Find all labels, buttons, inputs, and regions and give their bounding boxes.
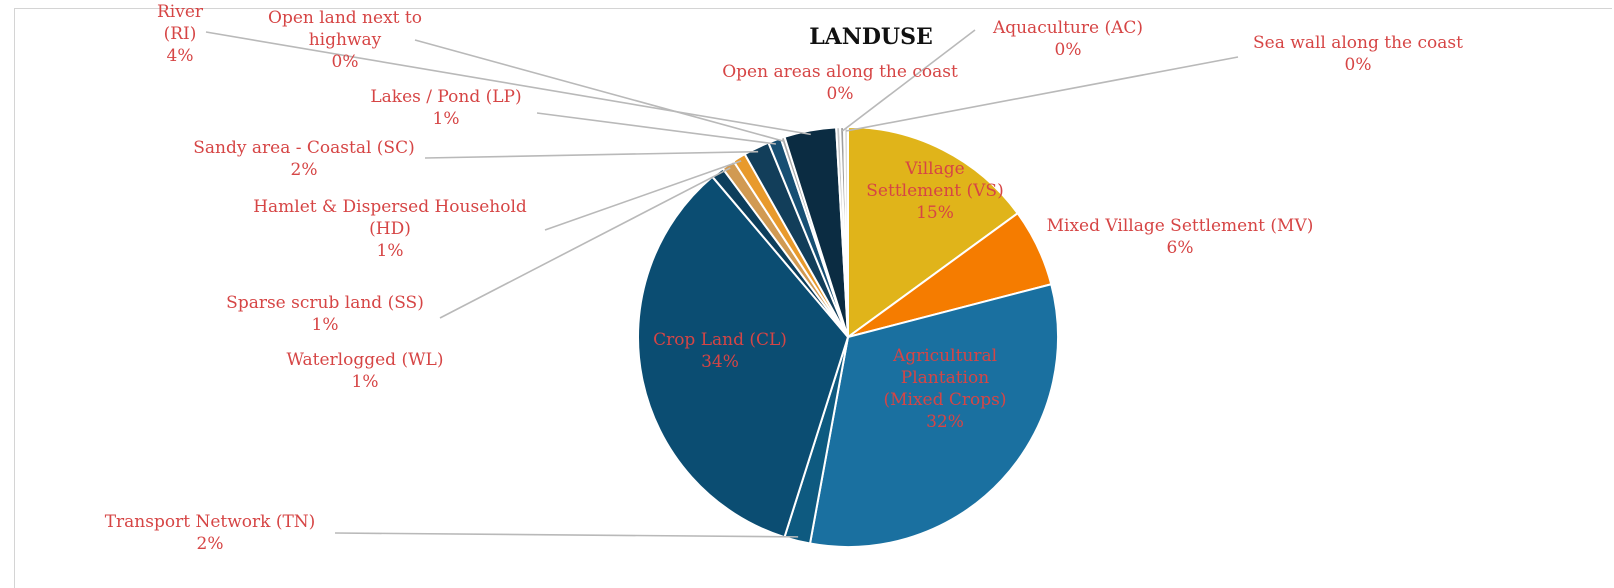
- leader-line-hd: [544, 160, 742, 231]
- slice-percent: 32%: [926, 412, 964, 432]
- leader-line-ss: [439, 167, 731, 319]
- slice-label-line: Aquaculture (AC): [992, 18, 1143, 38]
- leader-line-tn: [334, 532, 799, 538]
- slice-label-mv: Mixed Village Settlement (MV) 6%: [1047, 216, 1314, 258]
- leader-line-oh: [414, 39, 785, 143]
- chart-frame: [14, 8, 1612, 588]
- slice-label-ss: Sparse scrub land (SS) 1%: [226, 293, 424, 335]
- slice-label-line: highway: [309, 30, 382, 50]
- slice-label-line: Agricultural: [892, 346, 997, 366]
- slice-label-line: Mixed Village Settlement (MV): [1047, 216, 1314, 236]
- leader-line-sw: [845, 56, 1239, 132]
- slice-percent: 0%: [1345, 55, 1372, 75]
- slice-label-tn: Transport Network (TN) 2%: [105, 512, 316, 554]
- slice-percent: 0%: [332, 52, 359, 72]
- leader-line-sc: [424, 150, 759, 159]
- slice-label-line: River: [157, 2, 204, 22]
- slice-percent: 1%: [377, 241, 404, 261]
- slice-percent: 4%: [167, 46, 194, 66]
- slice-label-line: (HD): [369, 219, 411, 239]
- slice-label-cl: Crop Land (CL) 34%: [653, 330, 787, 372]
- slice-label-line: Open areas along the coast: [722, 62, 958, 82]
- leader-line-ac: [841, 29, 976, 132]
- slice-label-line: Transport Network (TN): [105, 512, 316, 532]
- slice-label-line: Open land next to: [268, 8, 422, 28]
- slice-percent: 2%: [291, 160, 318, 180]
- slice-percent: 0%: [827, 84, 854, 104]
- slice-percent: 15%: [916, 203, 954, 223]
- slice-label-lp: Lakes / Pond (LP) 1%: [370, 87, 521, 129]
- slice-percent: 1%: [312, 315, 339, 335]
- slice-label-line: Waterlogged (WL): [287, 350, 444, 370]
- leader-line-lp: [536, 112, 777, 145]
- slice-label-line: (RI): [164, 24, 197, 44]
- slice-label-line: Crop Land (CL): [653, 330, 787, 350]
- slice-label-ac: Aquaculture (AC) 0%: [992, 18, 1143, 60]
- slice-percent: 1%: [352, 372, 379, 392]
- slice-label-line: Sandy area - Coastal (SC): [193, 138, 414, 158]
- slice-label-line: Sea wall along the coast: [1253, 33, 1463, 53]
- slice-label-line: Plantation: [901, 368, 989, 388]
- slice-label-sw: Sea wall along the coast 0%: [1253, 33, 1463, 75]
- slice-label-oh: Open land next to highway 0%: [268, 8, 422, 72]
- slice-label-wl: Waterlogged (WL) 1%: [287, 350, 444, 392]
- slice-percent: 34%: [701, 352, 739, 372]
- slice-label-oc: Open areas along the coast 0%: [722, 62, 958, 104]
- pie-slice-ap: [808, 283, 1059, 548]
- pie-slice-cl: [637, 175, 850, 539]
- slice-label-hd: Hamlet & Dispersed Household (HD) 1%: [253, 197, 527, 261]
- slice-label-line: Hamlet & Dispersed Household: [253, 197, 527, 217]
- slice-label-sc: Sandy area - Coastal (SC) 2%: [193, 138, 414, 180]
- slice-label-vs: Village Settlement (VS) 15%: [866, 159, 1003, 223]
- slice-label-ap: Agricultural Plantation (Mixed Crops) 32%: [883, 346, 1006, 432]
- chart-title: LANDUSE: [809, 24, 933, 50]
- slice-percent: 6%: [1167, 238, 1194, 258]
- slice-label-line: (Mixed Crops): [883, 390, 1006, 410]
- slice-percent: 0%: [1055, 40, 1082, 60]
- slice-percent: 2%: [197, 534, 224, 554]
- slice-label-line: Sparse scrub land (SS): [226, 293, 424, 313]
- slice-label-line: Settlement (VS): [866, 181, 1003, 201]
- leader-line-ri: [205, 31, 811, 136]
- slice-percent: 1%: [433, 109, 460, 129]
- slice-label-ri: River (RI) 4%: [157, 2, 204, 66]
- slice-label-line: Lakes / Pond (LP): [370, 87, 521, 107]
- slice-label-line: Village: [904, 159, 964, 179]
